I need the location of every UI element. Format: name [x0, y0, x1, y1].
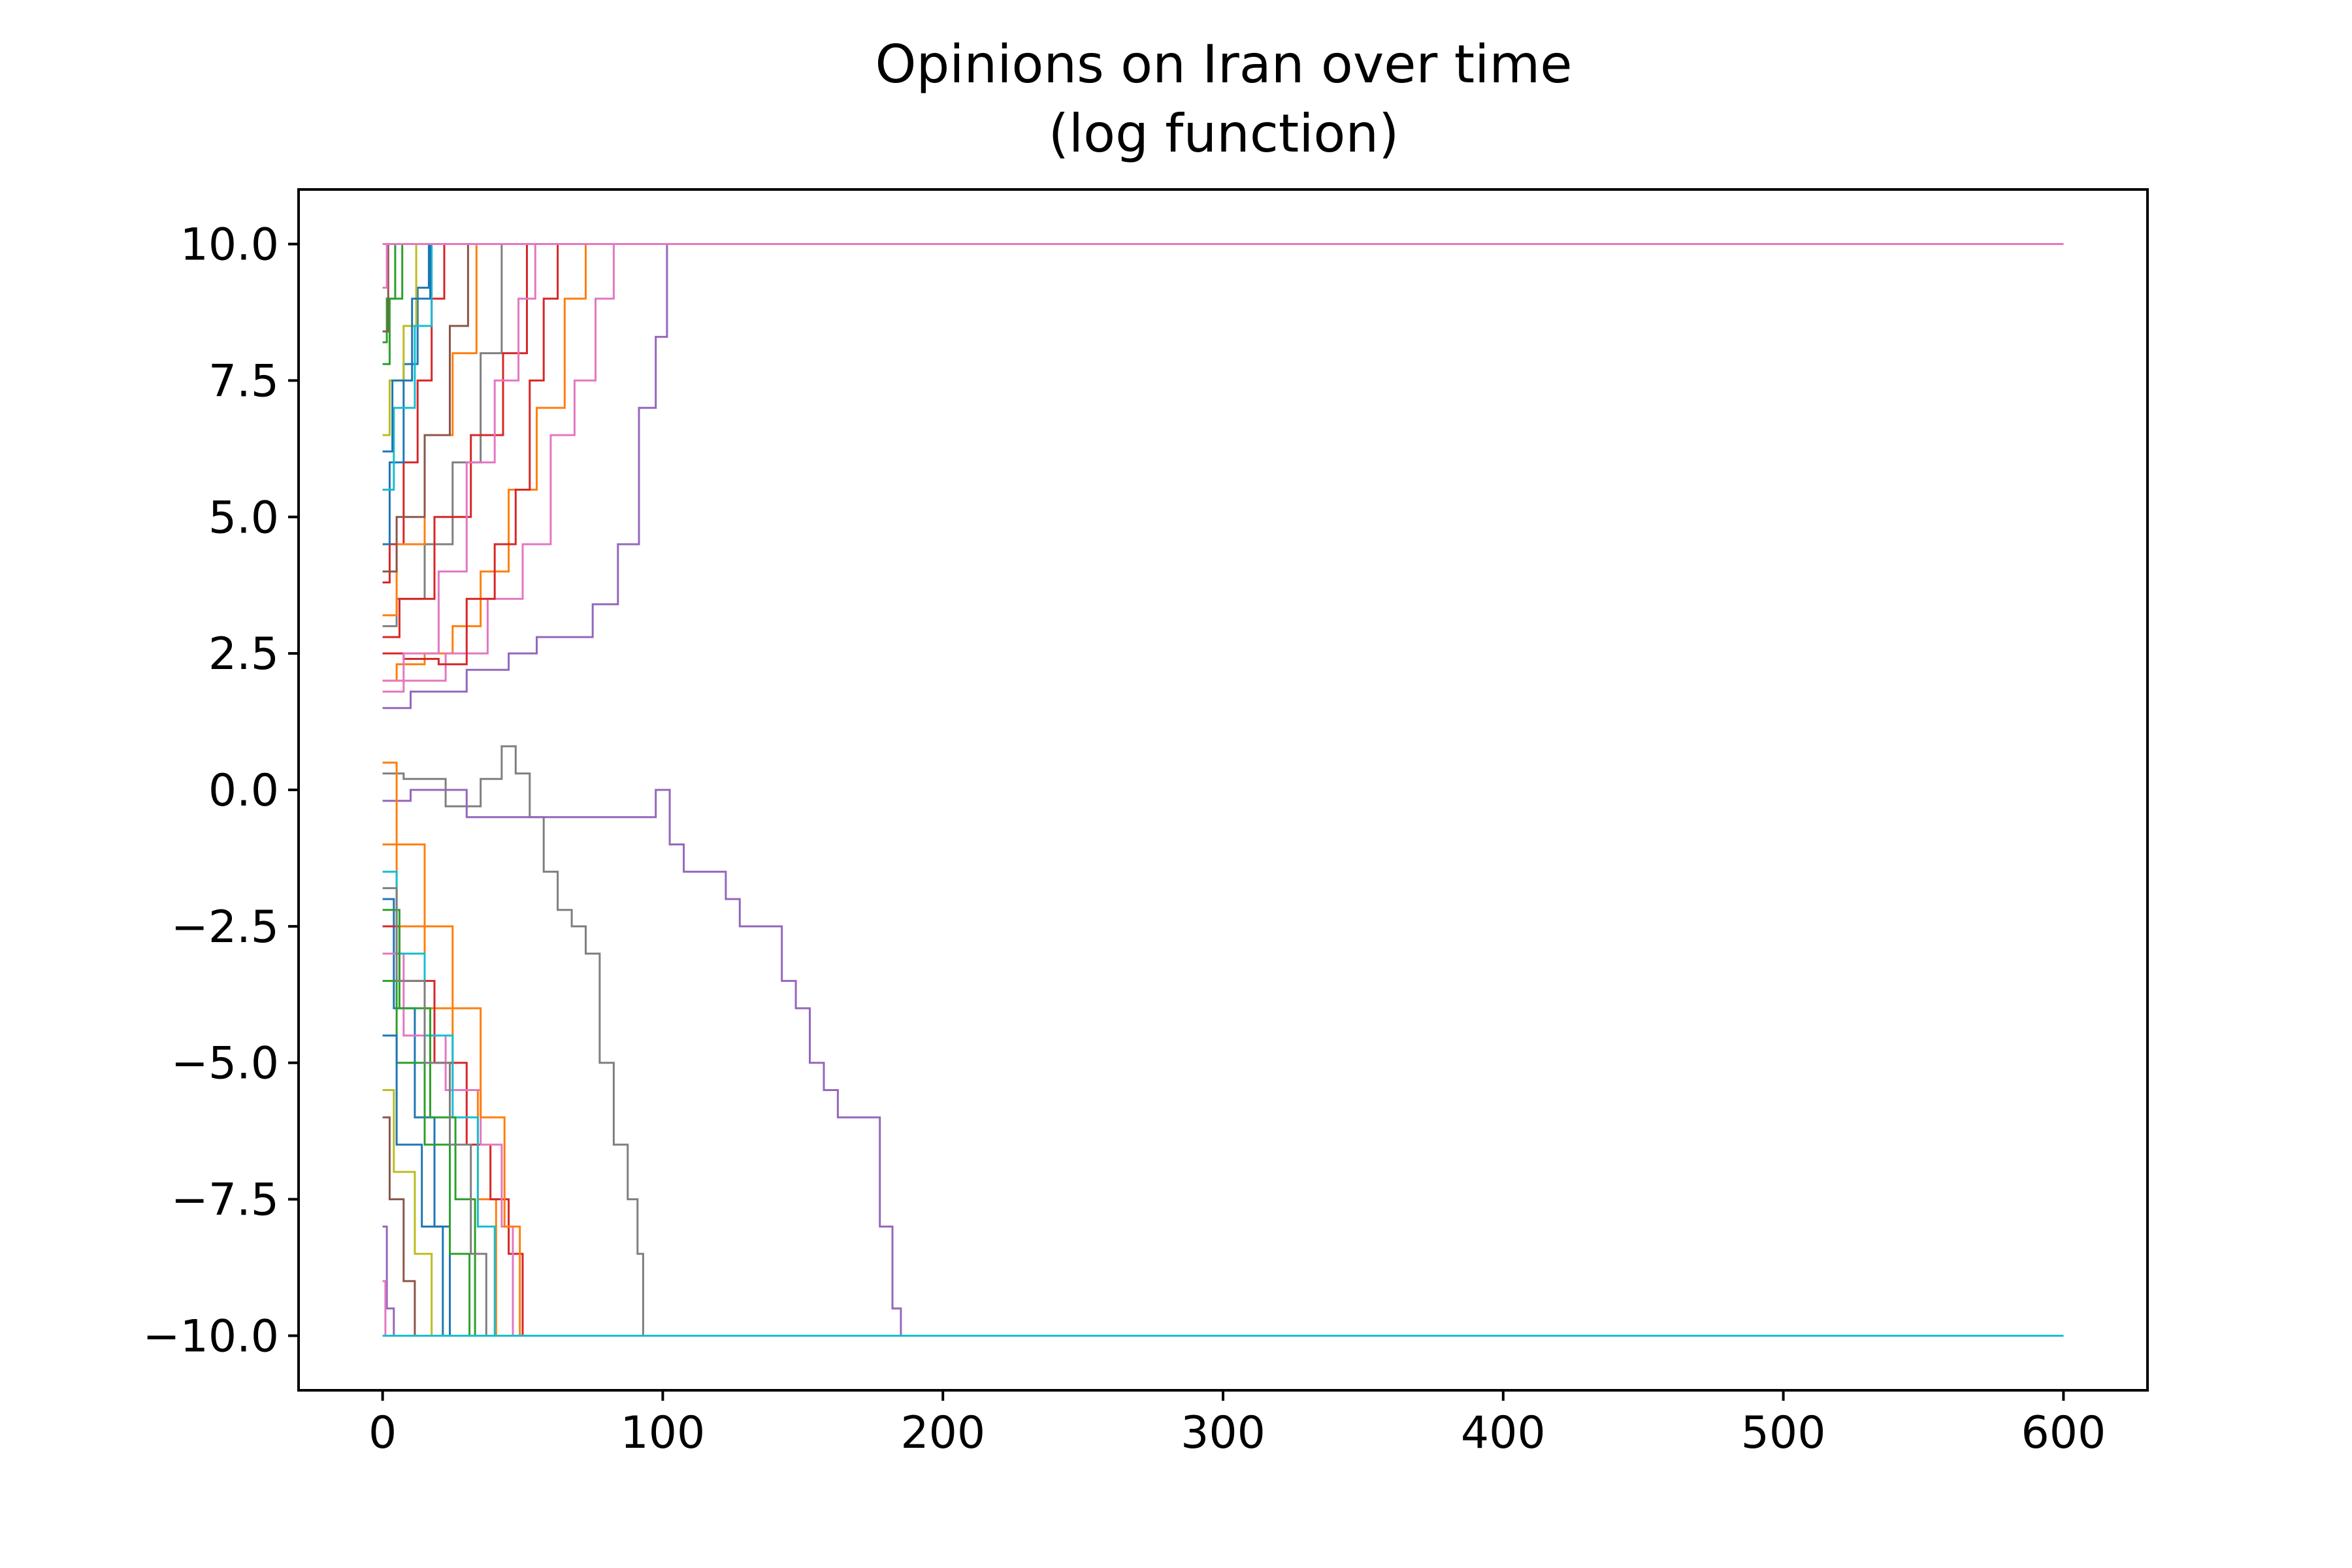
- y-tick-label: 0.0: [208, 765, 279, 817]
- series-line-5: [382, 243, 2064, 710]
- x-tick-label: 100: [621, 1407, 706, 1459]
- series-line-22: [382, 898, 2064, 1337]
- series-line-8: [382, 243, 2064, 436]
- series-line-18: [382, 243, 2064, 682]
- x-tick-label: 400: [1461, 1407, 1546, 1459]
- series-line-26: [382, 870, 2064, 1337]
- chart-title: Opinions on Iran over time: [875, 34, 1573, 95]
- x-tick-label: 0: [368, 1407, 397, 1459]
- series-line-15: [382, 243, 2064, 453]
- series-line-30: [382, 1034, 2064, 1337]
- series-line-33: [382, 887, 2064, 1337]
- series-line-9: [382, 243, 2064, 333]
- y-tick-label: 5.0: [208, 492, 279, 544]
- chart-subtitle: (log function): [1049, 103, 1399, 164]
- series-line-21: [382, 843, 2064, 1337]
- series-layer: [382, 243, 2064, 1337]
- series-line-32: [382, 909, 2064, 1337]
- series-line-1: [382, 243, 2064, 583]
- series-line-6: [382, 243, 2064, 693]
- series-line-34: [382, 1280, 2064, 1337]
- y-tick-label: 10.0: [180, 220, 279, 271]
- y-tick-label: −2.5: [171, 902, 279, 953]
- series-line-31: [382, 761, 2064, 1337]
- series-line-24: [382, 925, 2064, 1337]
- series-line-16: [382, 243, 2064, 617]
- y-tick-label: −7.5: [171, 1175, 279, 1226]
- series-line-14: [382, 243, 2064, 365]
- x-tick-label: 600: [2021, 1407, 2106, 1459]
- x-tick-label: 300: [1181, 1407, 1266, 1459]
- series-line-20: [382, 789, 2064, 1337]
- series-line-28: [382, 1116, 2064, 1337]
- y-tick-label: 2.5: [208, 629, 279, 680]
- series-line-29: [382, 1225, 2064, 1337]
- series-line-25: [382, 953, 2064, 1337]
- series-line-4: [382, 243, 2064, 682]
- series-line-10: [382, 243, 2064, 491]
- axes: 0 100 200 300 400 500 600 10.0 7.5 5.0 2.5 0.0 −2.5 −…: [143, 220, 2106, 1459]
- series-line-27: [382, 1089, 2064, 1337]
- y-tick-label: 7.5: [208, 355, 279, 407]
- x-tick-label: 200: [900, 1407, 985, 1459]
- series-line-13: [382, 243, 2064, 638]
- plot-frame: [297, 188, 2149, 1392]
- series-line-3: [382, 243, 2064, 546]
- series-line-12: [382, 243, 2064, 627]
- x-tick-label: 500: [1741, 1407, 1826, 1459]
- series-line-23: [382, 979, 2064, 1337]
- y-tick-label: −10.0: [143, 1311, 279, 1362]
- series-line-11: [382, 243, 2064, 289]
- series-line-2: [382, 243, 2064, 344]
- series-line-7: [382, 243, 2064, 666]
- y-tick-label: −5.0: [171, 1038, 279, 1090]
- series-line-19: [382, 745, 2064, 1337]
- series-line-17: [382, 243, 2064, 573]
